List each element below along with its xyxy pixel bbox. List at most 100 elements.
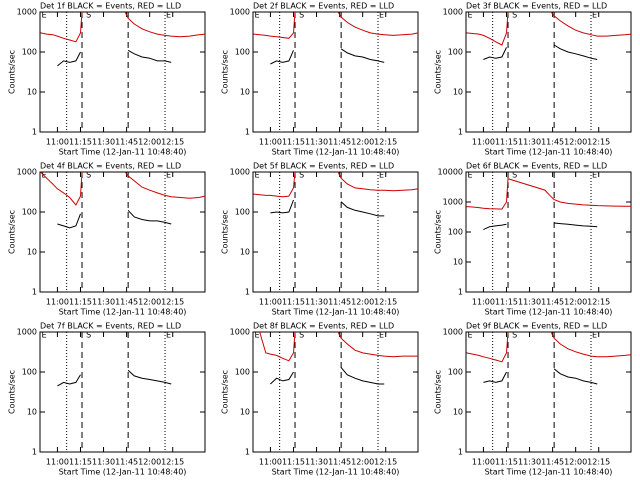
x-tick-label: 11:15 (495, 138, 518, 147)
y-tick-label: 1 (245, 448, 250, 457)
x-tick-label: 12:00 (564, 138, 587, 147)
plot-frame (39, 171, 206, 293)
y-tick-label: 100 (22, 208, 37, 217)
chart-title: Det 5f BLACK = Events, RED = LLD (253, 162, 394, 171)
y-axis-label: Counts/sec (434, 370, 443, 414)
series-line (57, 369, 172, 387)
marker-label: E (379, 331, 384, 340)
x-tick-label: 11:45 (541, 138, 564, 147)
plot-frame (465, 331, 632, 453)
marker-label: S (86, 171, 91, 180)
x-tick-label: 11:00 (46, 298, 69, 307)
x-tick-label: 11:00 (46, 138, 69, 147)
x-axis-label: Start Time (12-Jan-11 10:48:40) (59, 468, 187, 477)
chart-title: Det 1f BLACK = Events, RED = LLD (40, 2, 181, 11)
marker-label: E (379, 11, 384, 20)
marker-label: E (592, 171, 597, 180)
x-tick-label: 12:00 (564, 298, 587, 307)
y-tick-label: 100 (448, 48, 463, 57)
x-tick-label: 11:15 (69, 458, 92, 467)
y-tick-label: 1000 (230, 328, 250, 337)
y-axis-label: Counts/sec (434, 210, 443, 254)
x-tick-label: 11:30 (305, 458, 328, 467)
y-tick-label: 1 (32, 128, 37, 137)
series-line (40, 171, 206, 206)
y-tick-label: 10 (453, 258, 463, 267)
x-tick-label: 11:30 (92, 458, 115, 467)
y-tick-label: 10 (27, 248, 37, 257)
y-tick-label: 1 (32, 448, 37, 457)
y-tick-label: 10 (240, 408, 250, 417)
series-line (57, 49, 172, 67)
y-tick-label: 1000 (17, 8, 37, 17)
y-tick-label: 1 (458, 448, 463, 457)
y-tick-label: 10 (240, 248, 250, 257)
panel: Det 5f BLACK = Events, RED = LLD 1 10 100 10… (221, 162, 419, 317)
x-tick-label: 11:45 (328, 458, 351, 467)
chart-title: Det 3f BLACK = Events, RED = LLD (466, 2, 607, 11)
y-tick-label: 1000 (443, 328, 463, 337)
y-tick-label: 100 (22, 48, 37, 57)
plot-frame (252, 171, 419, 293)
x-tick-label: 11:15 (282, 298, 305, 307)
series-line (270, 367, 385, 385)
x-tick-label: 11:00 (472, 138, 495, 147)
marker-label: E (468, 171, 473, 180)
y-axis-label: Counts/sec (8, 50, 17, 94)
x-tick-label: 11:45 (328, 298, 351, 307)
y-tick-label: 10 (27, 408, 37, 417)
y-axis-label: Counts/sec (221, 370, 230, 414)
y-tick-label: 1000 (17, 168, 37, 177)
panel: Det 2f BLACK = Events, RED = LLD 1 10 100 10… (221, 2, 419, 157)
panel: Det 9f BLACK = Events, RED = LLD 1 10 100 10… (434, 322, 632, 477)
series-line (483, 368, 598, 385)
marker-label: S (86, 331, 91, 340)
chart-title: Det 7f BLACK = Events, RED = LLD (40, 322, 181, 331)
y-tick-label: 1 (458, 128, 463, 137)
x-tick-label: 11:15 (282, 458, 305, 467)
y-tick-label: 100 (235, 48, 250, 57)
x-axis-label: Start Time (12-Jan-11 10:48:40) (485, 148, 613, 157)
x-tick-label: 12:00 (351, 298, 374, 307)
x-tick-label: 11:30 (305, 298, 328, 307)
x-tick-label: 11:45 (115, 298, 138, 307)
x-tick-label: 11:30 (305, 138, 328, 147)
chart-title: Det 8f BLACK = Events, RED = LLD (253, 322, 394, 331)
x-tick-label: 11:30 (518, 458, 541, 467)
panel: Det 8f BLACK = Events, RED = LLD 1 10 100 10… (221, 322, 419, 477)
x-tick-label: 11:00 (46, 458, 69, 467)
panel: Det 6f BLACK = Events, RED = LLD 1 10 100 10… (434, 162, 632, 317)
x-tick-label: 11:15 (495, 458, 518, 467)
series-line (466, 331, 632, 363)
marker-label: S (512, 11, 517, 20)
y-axis-label: Counts/sec (221, 50, 230, 94)
panel: Det 3f BLACK = Events, RED = LLD 1 10 100 10… (434, 2, 632, 157)
y-tick-label: 100 (235, 208, 250, 217)
x-tick-label: 12:15 (374, 298, 397, 307)
y-tick-label: 1000 (443, 198, 463, 207)
x-tick-label: 12:15 (374, 138, 397, 147)
marker-label: E (166, 331, 171, 340)
y-tick-label: 1 (458, 288, 463, 297)
plot-frame (39, 11, 206, 133)
y-tick-label: 100 (235, 368, 250, 377)
x-tick-label: 11:15 (282, 138, 305, 147)
chart-title: Det 6f BLACK = Events, RED = LLD (466, 162, 607, 171)
x-tick-label: 11:15 (69, 138, 92, 147)
series-line (253, 171, 419, 198)
x-tick-label: 11:00 (259, 298, 282, 307)
x-tick-label: 11:45 (328, 138, 351, 147)
x-tick-label: 12:15 (161, 138, 184, 147)
x-tick-label: 11:15 (495, 298, 518, 307)
chart-title: Det 4f BLACK = Events, RED = LLD (40, 162, 181, 171)
marker-label: E (166, 11, 171, 20)
x-tick-label: 11:00 (259, 138, 282, 147)
x-tick-label: 11:45 (115, 138, 138, 147)
x-axis-label: Start Time (12-Jan-11 10:48:40) (272, 148, 400, 157)
marker-label: E (42, 331, 47, 340)
marker-label: E (379, 171, 384, 180)
series-line (40, 11, 206, 43)
y-tick-label: 10 (453, 408, 463, 417)
y-tick-label: 10 (240, 88, 250, 97)
x-tick-label: 12:00 (564, 458, 587, 467)
